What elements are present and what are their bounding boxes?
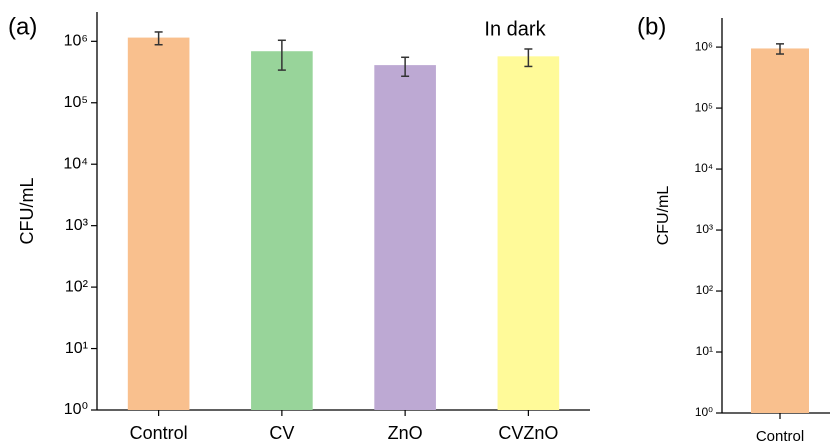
y-tick-label: 10³ [65,217,89,234]
x-tick-label: CV [269,423,294,443]
bar [374,65,436,410]
y-tick-label: 10³ [696,222,713,236]
y-tick-label: 10⁴ [694,161,713,175]
annotation: In dark [484,18,546,40]
bar [251,51,313,411]
x-tick-label: Control [130,423,188,443]
y-tick-label: 10² [696,283,713,297]
y-tick-label: 10⁶ [64,33,88,50]
y-tick-label: 10⁰ [695,405,713,419]
y-tick-label: 10⁰ [64,401,88,418]
y-axis-label: CFU/mL [17,178,37,245]
x-tick-label: ZnO [388,423,423,443]
y-tick-label: 10⁵ [695,100,713,114]
y-tick-label: 10⁴ [63,155,88,172]
y-tick-label: 10¹ [65,340,88,357]
y-tick-label: 10⁵ [64,94,88,111]
x-tick-label: Control [756,428,804,445]
y-tick-label: 10⁶ [695,39,713,53]
panel-label: (b) [637,13,666,40]
bar [127,37,190,411]
bar [751,48,809,414]
x-tick-label: CVZnO [498,423,558,443]
y-tick-label: 10² [65,278,89,295]
panel-label: (a) [8,13,37,40]
y-axis-label: CFU/mL [655,186,672,246]
bar [497,56,560,411]
y-tick-label: 10¹ [696,344,713,358]
